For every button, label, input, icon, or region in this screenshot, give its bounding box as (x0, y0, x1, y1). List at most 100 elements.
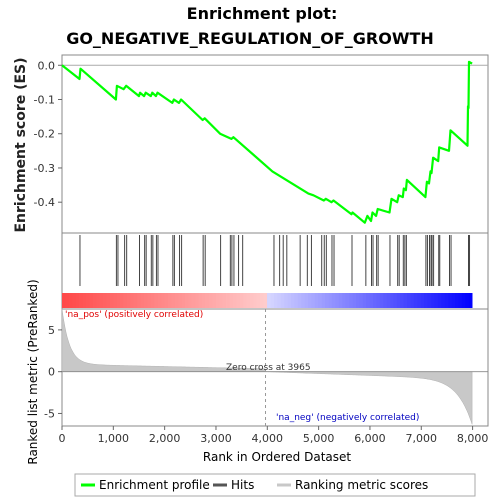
ranking-colorbar-segment (338, 293, 343, 308)
es-y-axis-label: Enrichment score (ES) (13, 57, 29, 232)
es-y-tick-label: -0.4 (34, 196, 55, 209)
chart-title-line1: Enrichment plot: (187, 4, 338, 23)
legend-label-enrichment: Enrichment profile (99, 478, 210, 492)
ranking-colorbar-segment (366, 293, 370, 308)
es-y-tick-label: -0.3 (34, 162, 55, 175)
ranking-colorbar-segment (198, 293, 203, 308)
ranking-colorbar-segment (191, 293, 196, 308)
ranking-colorbar-segment (229, 293, 234, 308)
ranking-colorbar-segment (79, 293, 83, 308)
ranking-colorbar-segment (290, 293, 295, 308)
ranking-colorbar-segment (82, 293, 87, 308)
ranking-colorbar-segment (420, 293, 425, 308)
ranking-colorbar-segment (236, 293, 241, 308)
ranking-colorbar-segment (253, 293, 258, 308)
ranking-colorbar-segment (410, 293, 415, 308)
ranking-colorbar-segment (232, 293, 237, 308)
ranking-colorbar-segment (109, 293, 114, 308)
es-y-tick-label: -0.2 (34, 128, 55, 141)
ranking-colorbar-segment (280, 293, 285, 308)
ranking-colorbar-segment (263, 293, 268, 308)
ranking-colorbar-segment (157, 293, 162, 308)
ranking-colorbar-segment (89, 293, 94, 308)
ranking-colorbar-segment (352, 293, 357, 308)
legend-box (74, 473, 476, 497)
ranking-colorbar-segment (284, 293, 288, 308)
ranking-colorbar-segment (359, 293, 364, 308)
ranking-colorbar-segment (437, 293, 442, 308)
ranking-colorbar-segment (154, 293, 159, 308)
ranking-colorbar-segment (335, 293, 340, 308)
legend: Enrichment profile Hits Ranking metric s… (74, 473, 476, 497)
ranking-colorbar-segment (427, 293, 432, 308)
ranking-colorbar-segment (144, 293, 148, 308)
ranking-colorbar-segment (424, 293, 429, 308)
ranking-colorbar-segment (403, 293, 408, 308)
ranking-colorbar-segment (103, 293, 107, 308)
ranking-colorbar-segment (202, 293, 206, 308)
ranking-colorbar-segment (468, 293, 473, 308)
ranking-colorbar-segment (270, 293, 275, 308)
ranking-colorbar-segment (311, 293, 316, 308)
x-tick-label: 5,000 (303, 432, 335, 445)
ranking-colorbar-segment (161, 293, 165, 308)
ranking-colorbar-segment (137, 293, 142, 308)
ranking-colorbar-segment (256, 293, 261, 308)
ranking-colorbar-segment (328, 293, 333, 308)
ranking-colorbar-segment (434, 293, 439, 308)
es-panel-frame (61, 54, 489, 234)
ranking-colorbar-segment (444, 293, 449, 308)
ranking-colorbar-segment (455, 293, 459, 308)
ranking-colorbar-segment (178, 293, 183, 308)
ranking-colorbar-segment (390, 293, 394, 308)
ranking-colorbar-segment (287, 293, 292, 308)
ranking-colorbar-segment (362, 293, 367, 308)
ranking-colorbar-segment (461, 293, 466, 308)
neg-correlated-label: 'na_neg' (negatively correlated) (276, 413, 419, 423)
ranking-colorbar-segment (277, 293, 282, 308)
ranking-colorbar-segment (212, 293, 217, 308)
ranking-colorbar-segment (150, 293, 155, 308)
ranking-colorbar-segment (249, 293, 254, 308)
legend-label-ranking: Ranking metric scores (295, 478, 428, 492)
ranking-colorbar-segment (140, 293, 145, 308)
ranking-colorbar-segment (226, 293, 230, 308)
metric-y-tick-label: 0 (48, 366, 55, 379)
ranking-colorbar-segment (219, 293, 224, 308)
ranking-colorbar-segment (68, 293, 73, 308)
ranking-colorbar-segment (106, 293, 111, 308)
ranking-colorbar-segment (273, 293, 278, 308)
ranking-colorbar-segment (120, 293, 124, 308)
ranking-colorbar-segment (267, 293, 271, 308)
ranking-colorbar-segment (413, 293, 418, 308)
ranking-colorbar-segment (188, 293, 193, 308)
ranking-colorbar-segment (441, 293, 446, 308)
ranking-colorbar-segment (243, 293, 247, 308)
zero-cross-label: Zero cross at 3965 (226, 363, 311, 373)
ranking-colorbar-segment (417, 293, 422, 308)
ranking-colorbar-segment (349, 293, 353, 308)
es-panel (61, 60, 488, 224)
ranking-colorbar-segment (171, 293, 176, 308)
metric-panel (61, 308, 488, 426)
ranking-colorbar-segment (126, 293, 131, 308)
axes: 0.0 -0.1 -0.2 -0.3 -0.4 5 0 -5 0 1,000 2,000 3,000 4… (34, 59, 489, 445)
ranking-colorbar-segment (448, 293, 452, 308)
ranking-colorbar-segment (379, 293, 384, 308)
ranking-colorbar-segment (308, 293, 312, 308)
metric-y-tick-label: -5 (44, 407, 55, 420)
pos-correlated-label: 'na_pos' (positively correlated) (65, 310, 203, 320)
ranking-colorbar-segment (304, 293, 309, 308)
es-y-tick-label: 0.0 (38, 59, 56, 72)
metric-y-tick-label: 5 (48, 324, 55, 337)
metric-y-axis-label: Ranked list metric (PreRanked) (26, 279, 40, 464)
ranking-colorbar-segment (167, 293, 172, 308)
ranking-colorbar-segment (130, 293, 135, 308)
x-tick-label: 0 (59, 432, 66, 445)
ranking-colorbar-segment (383, 293, 388, 308)
ranking-colorbar-segment (294, 293, 299, 308)
ranking-colorbar-segment (174, 293, 179, 308)
ranking-colorbar-segment (185, 293, 189, 308)
ranking-colorbar-segment (386, 293, 391, 308)
